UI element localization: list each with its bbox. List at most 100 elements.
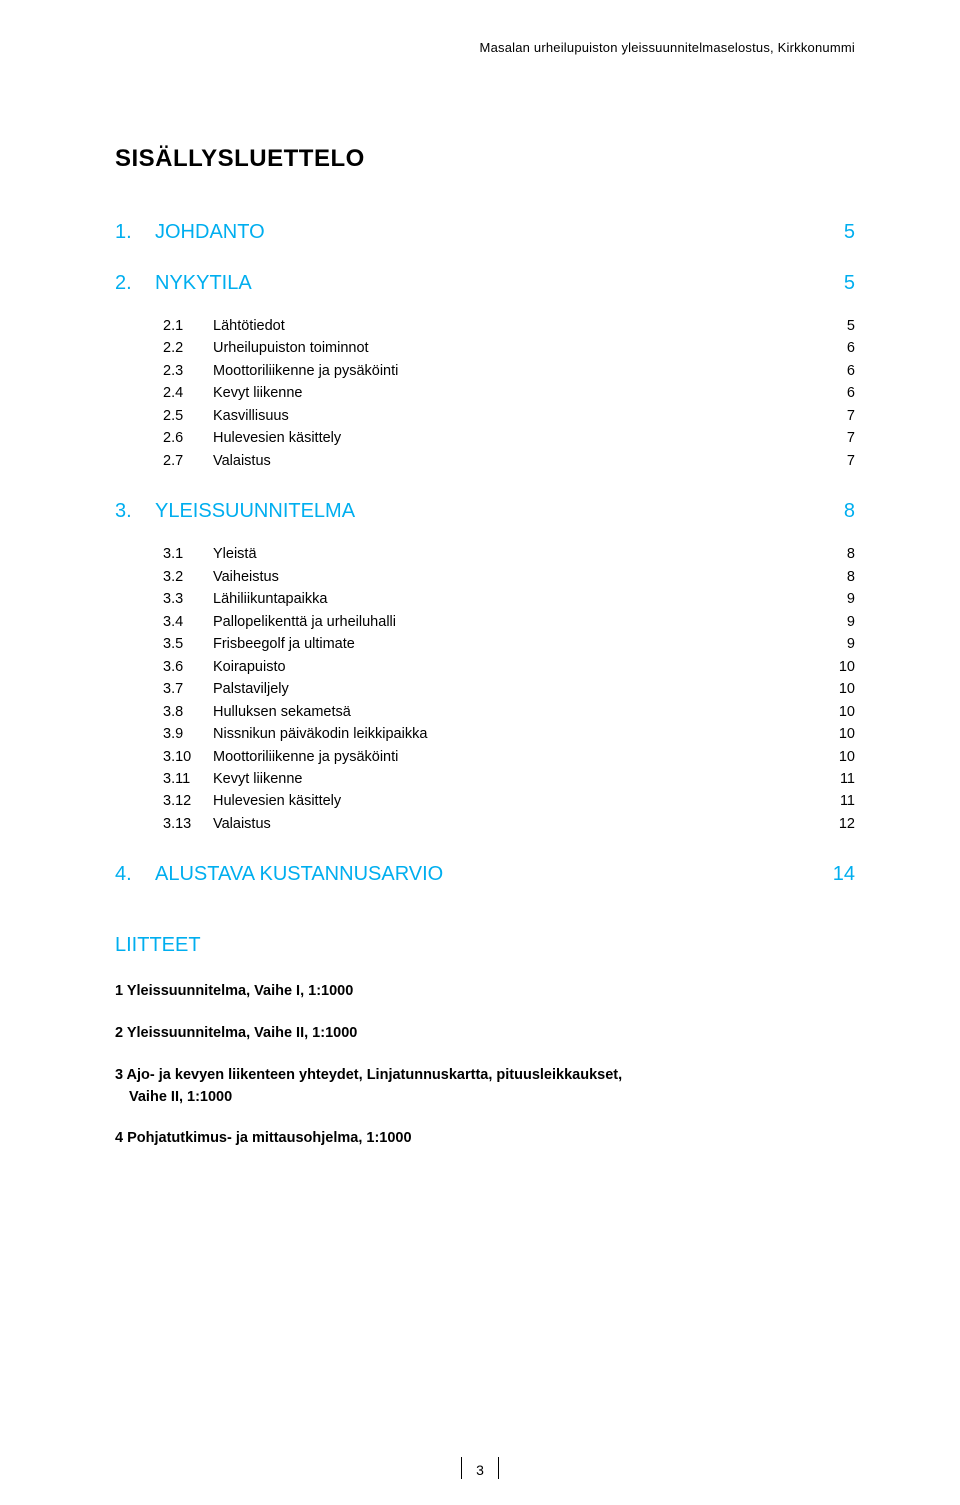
- footer-divider-right: [498, 1457, 499, 1479]
- toc-subsection-label: Urheilupuiston toiminnot: [213, 337, 815, 359]
- toc-subsection-page: 11: [815, 768, 855, 790]
- appendix-item-text: 3 Ajo- ja kevyen liikenteen yhteydet, Li…: [115, 1067, 622, 1083]
- toc-subsection-row: 3.7Palstaviljely10: [163, 678, 855, 700]
- toc-subsection-number: 3.12: [163, 790, 213, 812]
- page-footer: 3: [0, 1459, 960, 1481]
- appendix-title: LIITTEET: [115, 934, 855, 957]
- toc-section-page: 14: [815, 863, 855, 886]
- toc-subsection-label: Nissnikun päiväkodin leikkipaikka: [213, 723, 815, 745]
- toc-subsection-block: 2.1Lähtötiedot52.2Urheilupuiston toiminn…: [163, 315, 855, 472]
- toc-subsection-label: Hulevesien käsittely: [213, 790, 815, 812]
- toc-subsection-page: 7: [815, 405, 855, 427]
- toc-subsection-number: 3.5: [163, 633, 213, 655]
- toc-subsection-row: 2.4Kevyt liikenne6: [163, 382, 855, 404]
- toc-subsection-label: Pallopelikenttä ja urheiluhalli: [213, 611, 815, 633]
- toc-subsection-row: 3.6Koirapuisto10: [163, 656, 855, 678]
- toc-subsection-row: 2.7Valaistus7: [163, 450, 855, 472]
- toc-subsection-page: 6: [815, 360, 855, 382]
- toc-subsection-row: 3.12Hulevesien käsittely11: [163, 790, 855, 812]
- toc-subsection-label: Moottoriliikenne ja pysäköinti: [213, 746, 815, 768]
- toc-subsection-row: 3.9Nissnikun päiväkodin leikkipaikka10: [163, 723, 855, 745]
- toc-subsection-block: 3.1Yleistä83.2Vaiheistus83.3Lähiliikunta…: [163, 543, 855, 835]
- toc-section-number: 4.: [115, 863, 155, 886]
- appendix-item: 4 Pohjatutkimus- ja mittausohjelma, 1:10…: [115, 1128, 855, 1150]
- appendix-list: 1 Yleissuunnitelma, Vaihe I, 1:1000 2 Yle…: [115, 981, 855, 1150]
- toc-subsection-label: Yleistä: [213, 543, 815, 565]
- toc-subsection-page: 7: [815, 450, 855, 472]
- toc-subsection-number: 3.1: [163, 543, 213, 565]
- toc-subsection-row: 3.3Lähiliikuntapaikka9: [163, 588, 855, 610]
- toc-subsection-number: 3.13: [163, 813, 213, 835]
- toc-subsection-label: Moottoriliikenne ja pysäköinti: [213, 360, 815, 382]
- toc-subsection-row: 2.6Hulevesien käsittely7: [163, 427, 855, 449]
- toc-subsection-label: Kevyt liikenne: [213, 382, 815, 404]
- toc-subsection-number: 3.2: [163, 566, 213, 588]
- toc-subsection-row: 2.3Moottoriliikenne ja pysäköinti6: [163, 360, 855, 382]
- document-page: Masalan urheilupuiston yleissuunnitelmas…: [0, 0, 960, 1505]
- toc-subsection-page: 6: [815, 337, 855, 359]
- toc-section-number: 1.: [115, 221, 155, 244]
- toc-subsection-page: 10: [815, 678, 855, 700]
- appendix-item: 1 Yleissuunnitelma, Vaihe I, 1:1000: [115, 981, 855, 1003]
- toc-subsection-label: Kevyt liikenne: [213, 768, 815, 790]
- toc-subsection-number: 3.7: [163, 678, 213, 700]
- toc-section-label: NYKYTILA: [155, 272, 815, 295]
- toc-subsection-row: 3.2Vaiheistus8: [163, 566, 855, 588]
- toc-subsection-number: 2.5: [163, 405, 213, 427]
- toc-subsection-label: Hulluksen sekametsä: [213, 701, 815, 723]
- toc-section-label: ALUSTAVA KUSTANNUSARVIO: [155, 863, 815, 886]
- appendix-item-text: 1 Yleissuunnitelma, Vaihe I, 1:1000: [115, 983, 353, 999]
- appendix-item-text: 2 Yleissuunnitelma, Vaihe II, 1:1000: [115, 1025, 357, 1041]
- toc-subsection-number: 3.3: [163, 588, 213, 610]
- appendix-item-text: 4 Pohjatutkimus- ja mittausohjelma, 1:10…: [115, 1130, 412, 1146]
- toc-subsection-page: 9: [815, 633, 855, 655]
- toc-subsection-label: Valaistus: [213, 813, 815, 835]
- toc-subsection-number: 3.11: [163, 768, 213, 790]
- toc-section-number: 2.: [115, 272, 155, 295]
- toc-subsection-label: Kasvillisuus: [213, 405, 815, 427]
- toc-section-label: YLEISSUUNNITELMA: [155, 500, 815, 523]
- toc-subsection-row: 3.4Pallopelikenttä ja urheiluhalli9: [163, 611, 855, 633]
- toc-subsection-number: 2.7: [163, 450, 213, 472]
- toc-subsection-page: 11: [815, 790, 855, 812]
- toc-subsection-number: 2.3: [163, 360, 213, 382]
- toc-subsection-number: 2.1: [163, 315, 213, 337]
- toc-subsection-label: Palstaviljely: [213, 678, 815, 700]
- toc-section-row: 1.JOHDANTO5: [115, 221, 855, 244]
- page-number: 3: [476, 1462, 484, 1478]
- toc-subsection-number: 2.2: [163, 337, 213, 359]
- appendix-item: 2 Yleissuunnitelma, Vaihe II, 1:1000: [115, 1023, 855, 1045]
- toc-subsection-number: 2.4: [163, 382, 213, 404]
- toc-section-row: 2.NYKYTILA5: [115, 272, 855, 295]
- toc-subsection-page: 12: [815, 813, 855, 835]
- toc-subsection-page: 5: [815, 315, 855, 337]
- toc-subsection-page: 9: [815, 611, 855, 633]
- toc-section-page: 8: [815, 500, 855, 523]
- appendix-item-indent: Vaihe II, 1:1000: [115, 1087, 855, 1109]
- toc-subsection-row: 3.5Frisbeegolf ja ultimate9: [163, 633, 855, 655]
- toc-subsection-row: 2.1Lähtötiedot5: [163, 315, 855, 337]
- toc-subsection-label: Hulevesien käsittely: [213, 427, 815, 449]
- toc-section-label: JOHDANTO: [155, 221, 815, 244]
- toc-subsection-label: Valaistus: [213, 450, 815, 472]
- toc-subsection-page: 10: [815, 723, 855, 745]
- toc-subsection-label: Lähtötiedot: [213, 315, 815, 337]
- toc-subsection-number: 2.6: [163, 427, 213, 449]
- toc-subsection-page: 8: [815, 543, 855, 565]
- toc-subsection-number: 3.10: [163, 746, 213, 768]
- toc-subsection-row: 2.5Kasvillisuus7: [163, 405, 855, 427]
- toc-subsection-row: 3.1Yleistä8: [163, 543, 855, 565]
- toc-subsection-row: 3.11Kevyt liikenne11: [163, 768, 855, 790]
- toc-subsection-page: 6: [815, 382, 855, 404]
- toc-section-page: 5: [815, 221, 855, 244]
- toc-section-row: 3.YLEISSUUNNITELMA8: [115, 500, 855, 523]
- toc-subsection-page: 10: [815, 656, 855, 678]
- appendix-item: 3 Ajo- ja kevyen liikenteen yhteydet, Li…: [115, 1065, 855, 1109]
- toc-subsection-page: 10: [815, 746, 855, 768]
- toc-subsection-page: 8: [815, 566, 855, 588]
- toc-subsection-number: 3.6: [163, 656, 213, 678]
- toc-subsection-number: 3.4: [163, 611, 213, 633]
- toc-subsection-label: Lähiliikuntapaikka: [213, 588, 815, 610]
- footer-divider-left: [461, 1457, 462, 1479]
- toc-subsection-label: Vaiheistus: [213, 566, 815, 588]
